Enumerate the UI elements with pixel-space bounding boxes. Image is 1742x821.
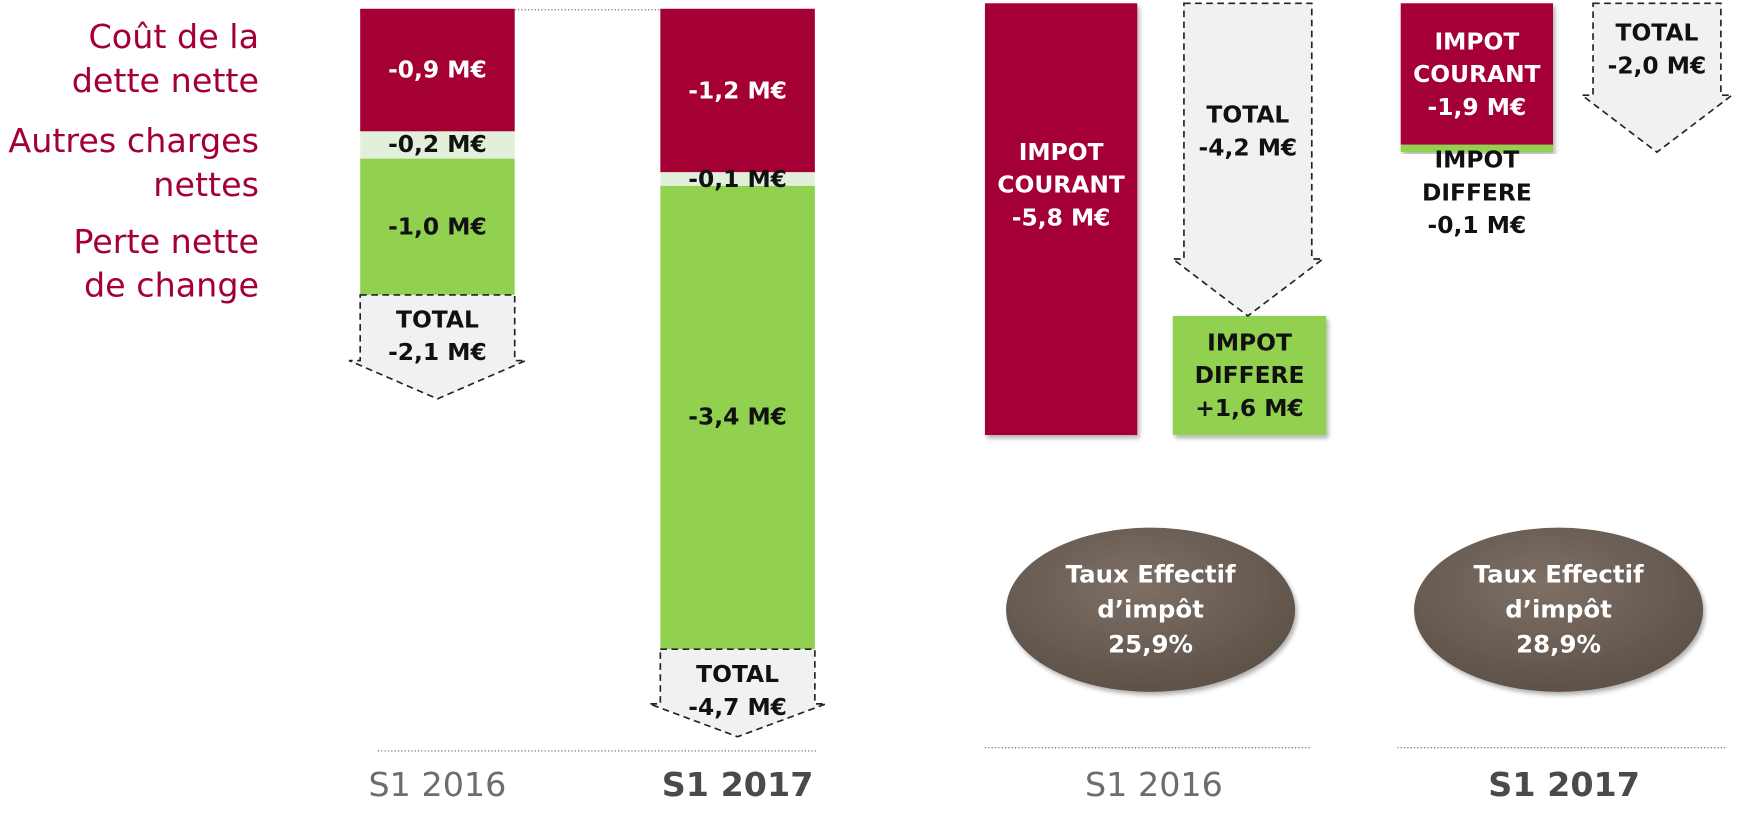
bar-segment [660, 185, 815, 650]
bar-segment [360, 8, 515, 132]
rate-badge [1414, 527, 1704, 692]
rate-label-text: Taux Effectif d’impôt [1473, 561, 1644, 624]
total-label: TOTAL -2,0 M€ [1593, 3, 1721, 95]
rate-label-text: 28,9% [1516, 631, 1601, 659]
bar-segment [360, 131, 515, 159]
value-label-text: -0,1 M€ [688, 165, 787, 193]
bar-label-text: IMPOT COURANT [997, 138, 1125, 198]
total-label-text: TOTAL [1615, 19, 1699, 46]
value-label-text: -3,4 M€ [688, 404, 787, 431]
total-arrow [1170, 2, 1326, 317]
rate-badge [1006, 527, 1296, 692]
legend-entry: Autres charges nettes [6, 120, 259, 208]
category-label-text: S1 2017 [661, 766, 814, 805]
rate-label: Taux Effectif d’impôt 28,9% [1447, 558, 1669, 663]
bar [1400, 3, 1554, 145]
bar-label: IMPOT DIFFERE +1,6 M€ [1173, 316, 1326, 435]
value-label: -0,1 M€ [660, 163, 815, 196]
category-label: S1 2016 [1021, 766, 1288, 804]
total-label-text: -2,1 M€ [388, 339, 487, 367]
total-label: TOTAL -2,1 M€ [360, 304, 515, 370]
total-label-text: -2,0 M€ [1607, 52, 1707, 79]
legend-entry-text: Autres charges nettes [8, 122, 260, 205]
bar-label: IMPOT COURANT -1,9 M€ [1401, 3, 1553, 144]
category-label: S1 2017 [604, 766, 871, 804]
total-label: TOTAL -4,2 M€ [1184, 3, 1312, 259]
total-label-text: TOTAL [1206, 101, 1290, 128]
category-label-text: S1 2017 [1488, 766, 1640, 805]
value-label-text: -0,9 M€ [388, 56, 487, 84]
total-label-text: -4,2 M€ [1198, 134, 1298, 161]
bar-segment [360, 158, 515, 295]
category-label-text: S1 2016 [368, 766, 507, 805]
bar-label-text: IMPOT COURANT [1413, 28, 1541, 88]
value-label: -1,0 M€ [360, 210, 515, 243]
rate-label-text: 25,9% [1108, 631, 1194, 659]
value-label-text: -1,0 M€ [388, 213, 487, 240]
bar-label-text: -5,8 M€ [1011, 204, 1111, 231]
value-label-text: -0,2 M€ [388, 131, 487, 159]
rate-label: Taux Effectif d’impôt 25,9% [1039, 558, 1261, 663]
category-label: S1 2017 [1431, 766, 1698, 804]
category-label: S1 2016 [304, 766, 571, 804]
bar-label-text: IMPOT DIFFERE [1421, 146, 1532, 206]
category-label-text: S1 2016 [1084, 766, 1223, 805]
value-label: -0,2 M€ [360, 129, 515, 162]
bar [1172, 315, 1327, 436]
bar [984, 3, 1138, 436]
legend-entry-text: Perte nette de change [73, 223, 260, 306]
total-label-text: TOTAL [696, 661, 780, 688]
legend-entry: Perte nette de change [59, 221, 259, 309]
total-label-text: TOTAL [396, 306, 479, 334]
bar-label-text: -0,1 M€ [1427, 212, 1527, 239]
value-label: -0,9 M€ [360, 54, 515, 87]
total-arrow [648, 648, 827, 738]
bar-label-text: +1,6 M€ [1195, 395, 1304, 422]
bar-label: IMPOT DIFFERE -0,1 M€ [1401, 143, 1553, 242]
bar-segment [660, 172, 815, 186]
bar-label: IMPOT COURANT -5,8 M€ [985, 3, 1137, 366]
total-arrow [1579, 2, 1735, 154]
total-arrow [348, 294, 527, 400]
bar-segment [660, 8, 815, 173]
bar [1400, 144, 1554, 153]
value-label: -3,4 M€ [660, 401, 815, 434]
legend-entry-text: Coût de la dette nette [71, 18, 260, 101]
bar-label-text: -1,9 M€ [1427, 93, 1527, 120]
rate-label-text: Taux Effectif d’impôt [1065, 561, 1236, 624]
legend-entry: Coût de la dette nette [70, 16, 259, 104]
total-label-text: -4,7 M€ [688, 694, 787, 721]
value-label-text: -1,2 M€ [688, 77, 787, 104]
total-label: TOTAL -4,7 M€ [660, 658, 815, 724]
bar-label-text: IMPOT DIFFERE [1194, 329, 1305, 389]
value-label: -1,2 M€ [660, 74, 815, 107]
